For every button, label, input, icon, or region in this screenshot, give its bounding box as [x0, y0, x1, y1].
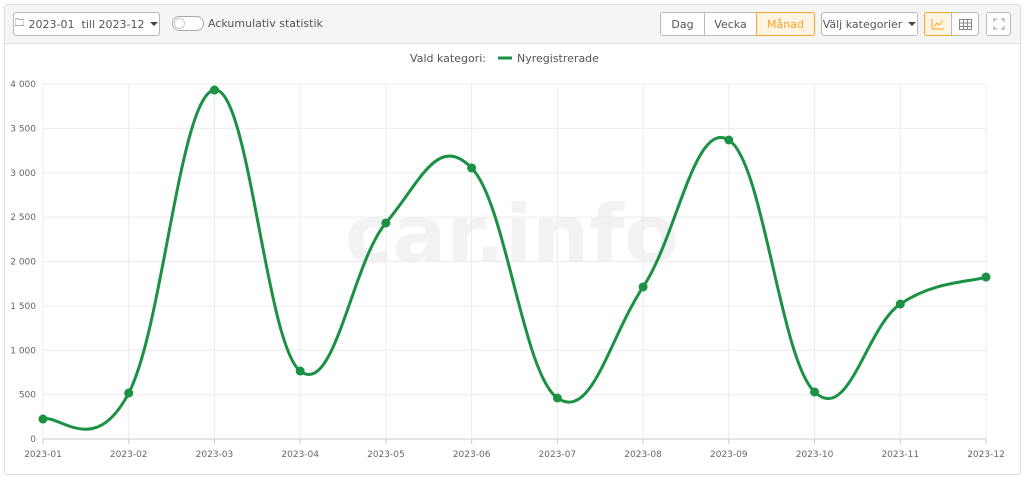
caret-down-icon	[908, 22, 917, 26]
y-tick-label: 1 500	[10, 302, 36, 312]
x-tick-label: 2023-05	[367, 450, 405, 460]
category-select[interactable]: Välj kategorier	[821, 12, 918, 36]
data-point	[467, 163, 477, 173]
data-point	[810, 387, 820, 397]
x-tick-label: 2023-09	[710, 450, 748, 460]
line-chart-icon	[931, 19, 944, 30]
data-point	[638, 282, 648, 292]
x-tick-label: 2023-08	[624, 450, 662, 460]
series-line	[42, 88, 987, 431]
cumulative-toggle[interactable]	[172, 16, 204, 31]
y-tick-label: 4 000	[10, 80, 36, 90]
caret-down-icon	[150, 22, 159, 26]
x-tick-label: 2023-04	[281, 450, 319, 460]
y-tick-label: 2 000	[10, 258, 36, 268]
table-view-button[interactable]	[951, 12, 979, 36]
x-tick-label: 2023-10	[796, 450, 834, 460]
data-point	[124, 388, 134, 398]
y-tick-label: 0	[30, 435, 36, 445]
period-month-button[interactable]: Månad	[756, 12, 815, 36]
toolbar: 🗀 2023-01 till 2023-12 Ackumulativ stati…	[5, 5, 1020, 44]
data-point	[724, 135, 734, 145]
y-tick-label: 500	[19, 391, 36, 401]
x-tick-label: 2023-01	[24, 450, 62, 460]
x-tick-label: 2023-02	[110, 450, 148, 460]
x-tick-label: 2023-12	[967, 450, 1005, 460]
period-day-button[interactable]: Dag	[660, 12, 705, 36]
data-point	[38, 414, 48, 424]
x-tick-label: 2023-11	[881, 450, 919, 460]
table-icon	[958, 18, 972, 30]
data-point	[981, 272, 991, 282]
cumulative-label: Ackumulativ statistik	[208, 17, 323, 30]
data-point	[552, 393, 562, 403]
calendar-icon: 🗀	[14, 17, 25, 29]
y-tick-label: 2 500	[10, 213, 36, 223]
y-tick-label: 1 000	[10, 346, 36, 356]
x-tick-label: 2023-03	[196, 450, 234, 460]
data-point	[295, 366, 305, 376]
fullscreen-button[interactable]	[986, 12, 1011, 36]
y-tick-label: 3 500	[10, 124, 36, 134]
legend-prefix: Vald kategori:	[410, 52, 486, 65]
expand-icon	[993, 18, 1004, 30]
legend-item[interactable]: Nyregistrerade	[517, 52, 599, 65]
data-point	[381, 218, 391, 228]
date-range-picker[interactable]: 🗀 2023-01 till 2023-12	[13, 12, 160, 36]
data-point	[895, 299, 905, 309]
y-tick-label: 3 000	[10, 169, 36, 179]
x-tick-label: 2023-07	[539, 450, 577, 460]
watermark: car.info	[345, 188, 679, 281]
x-tick-label: 2023-06	[453, 450, 491, 460]
data-point	[209, 85, 219, 95]
chart-panel: 🗀 2023-01 till 2023-12 Ackumulativ stati…	[4, 4, 1021, 475]
